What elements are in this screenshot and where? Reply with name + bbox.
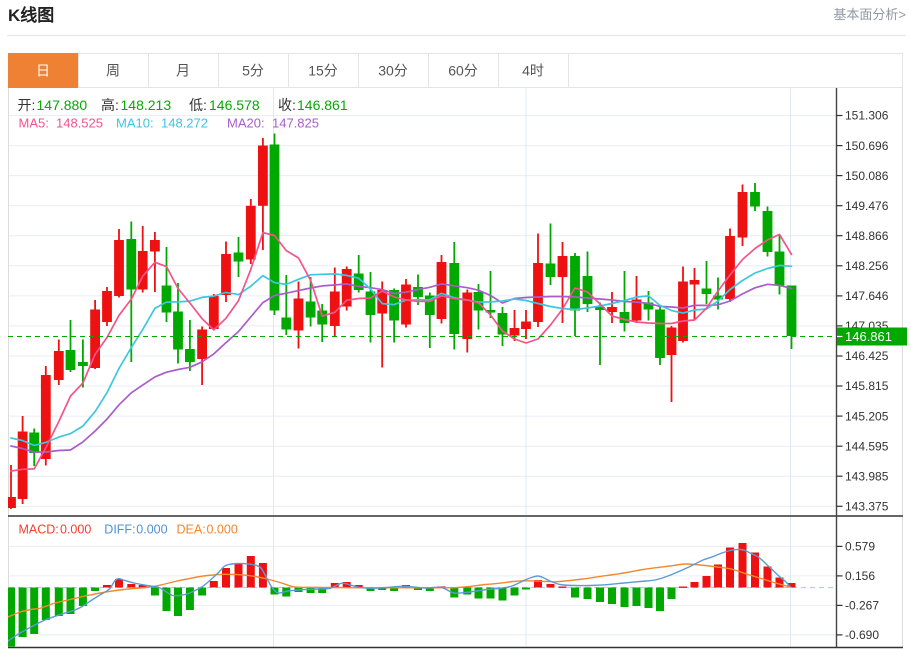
svg-text:147.646: 147.646: [845, 289, 889, 303]
svg-text:145.815: 145.815: [845, 379, 889, 393]
svg-text:基本面分析>: 基本面分析>: [833, 7, 906, 22]
svg-text:148.256: 148.256: [845, 259, 889, 273]
svg-text:30分: 30分: [378, 63, 408, 79]
svg-text:周: 周: [106, 63, 120, 79]
svg-text:-0.690: -0.690: [845, 628, 879, 642]
svg-text:146.861: 146.861: [845, 329, 892, 344]
svg-text:150.086: 150.086: [845, 169, 889, 183]
svg-text:4时: 4时: [522, 63, 544, 79]
svg-text:-0.267: -0.267: [845, 599, 879, 613]
svg-text:146.425: 146.425: [845, 349, 889, 363]
svg-text:5分: 5分: [242, 63, 264, 79]
svg-text:148.866: 148.866: [845, 229, 889, 243]
svg-text:0.579: 0.579: [845, 540, 875, 554]
svg-text:151.306: 151.306: [845, 109, 889, 123]
svg-text:143.375: 143.375: [845, 500, 889, 514]
svg-text:日: 日: [36, 63, 50, 79]
svg-text:60分: 60分: [448, 63, 478, 79]
svg-text:0.156: 0.156: [845, 569, 875, 583]
svg-text:150.696: 150.696: [845, 139, 889, 153]
svg-text:K线图: K线图: [8, 5, 54, 25]
svg-text:144.595: 144.595: [845, 439, 889, 453]
svg-text:月: 月: [176, 63, 190, 79]
svg-text:143.985: 143.985: [845, 469, 889, 483]
svg-text:149.476: 149.476: [845, 199, 889, 213]
svg-text:145.205: 145.205: [845, 409, 889, 423]
svg-text:15分: 15分: [308, 63, 338, 79]
